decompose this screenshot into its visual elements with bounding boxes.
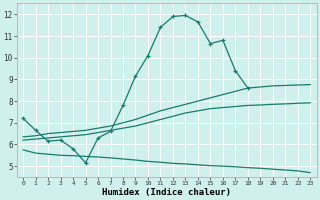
X-axis label: Humidex (Indice chaleur): Humidex (Indice chaleur)	[102, 188, 231, 197]
